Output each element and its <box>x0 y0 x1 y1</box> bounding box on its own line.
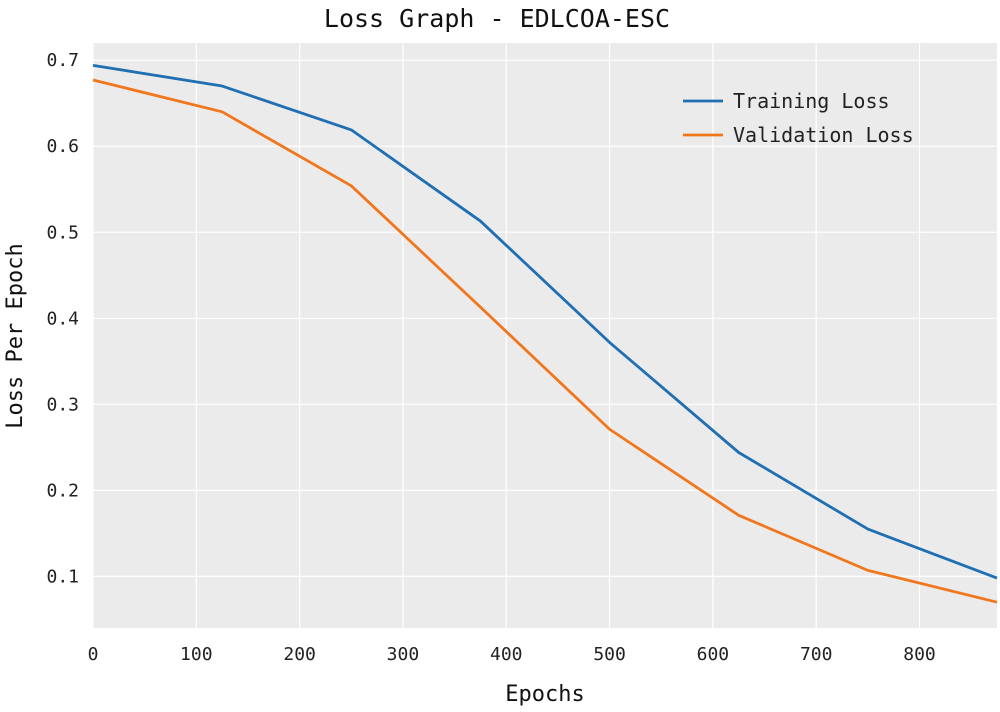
y-tick-label: 0.5 <box>46 222 79 243</box>
x-tick-label: 200 <box>283 644 316 665</box>
grid-lines <box>92 43 997 628</box>
x-tick-label: 800 <box>903 644 936 665</box>
training-loss-line <box>92 63 998 580</box>
x-tick-label: 700 <box>800 644 833 665</box>
plot-area <box>93 43 997 628</box>
y-tick-label: 0.6 <box>46 136 79 157</box>
chart-title: Loss Graph - EDLCOA-ESC <box>324 4 670 33</box>
legend: Training Loss Validation Loss <box>683 89 914 147</box>
x-tick-label: 500 <box>593 644 626 665</box>
y-tick-label: 0.7 <box>46 50 79 71</box>
x-axis-label: Epochs <box>505 682 584 707</box>
y-tick-label: 0.2 <box>46 480 79 501</box>
validation-loss-legend-label: Validation Loss <box>733 123 914 147</box>
x-tick-label: 400 <box>490 644 523 665</box>
series-lines <box>92 63 998 604</box>
x-tick-label: 600 <box>697 644 730 665</box>
y-tick-label: 0.1 <box>46 566 79 587</box>
tick-labels: 0 100 200 300 400 500 600 700 800 0.1 0.2 0.3 0.4 0.5… <box>46 50 935 665</box>
validation-loss-line <box>92 78 998 604</box>
y-tick-label: 0.3 <box>46 394 79 415</box>
y-axis-label: Loss Per Epoch <box>3 243 28 428</box>
y-tick-label: 0.4 <box>46 308 79 329</box>
training-loss-legend-label: Training Loss <box>733 89 890 113</box>
x-tick-label: 100 <box>180 644 213 665</box>
x-tick-label: 300 <box>387 644 420 665</box>
x-tick-label: 0 <box>88 644 99 665</box>
